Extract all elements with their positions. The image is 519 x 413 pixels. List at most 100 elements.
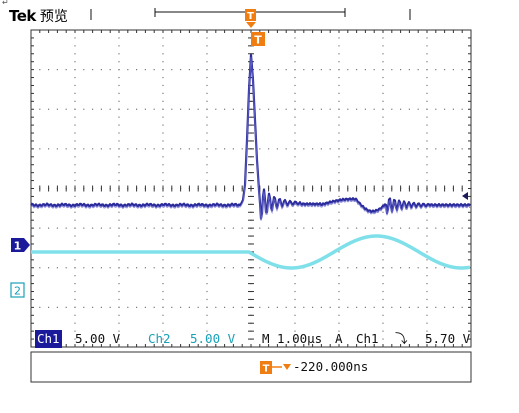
timebase[interactable]: M 1.00µs — [262, 331, 323, 346]
grid-dot — [408, 227, 410, 229]
ch2-label[interactable]: Ch2 — [148, 331, 171, 346]
trigger-point-marker[interactable]: T — [251, 32, 265, 47]
grid-dot — [162, 100, 164, 102]
grid-dot — [452, 108, 454, 110]
grid-dot — [294, 45, 296, 47]
grid-dot — [373, 148, 375, 150]
grid-dot — [312, 306, 314, 308]
grid-dot — [382, 290, 384, 293]
grid-dot — [382, 92, 384, 94]
grid-dot — [206, 148, 208, 150]
grid-dot — [206, 92, 208, 94]
grid-dot — [74, 219, 76, 221]
trigger-position-marker[interactable]: T — [245, 9, 256, 28]
grid-dot — [400, 306, 402, 308]
grid-dot — [294, 156, 296, 158]
grid-dot — [206, 84, 208, 87]
grid-dot — [162, 338, 164, 340]
grid-dot — [303, 227, 305, 229]
grid-dot — [74, 322, 76, 324]
grid-dot — [382, 108, 384, 110]
grid-dot — [232, 148, 234, 150]
grid-dot — [426, 45, 428, 47]
grid-dot — [338, 243, 340, 245]
grid-dot — [364, 69, 366, 71]
brand-label: Tek 预览 — [9, 6, 68, 26]
grid-dot — [303, 69, 305, 71]
grid-dot — [347, 108, 349, 110]
grid-dot — [338, 156, 340, 158]
grid-dot — [162, 124, 164, 126]
grid-dot — [232, 69, 234, 71]
grid-dot — [338, 259, 340, 261]
grid-dot — [206, 45, 208, 47]
grid-dot — [100, 108, 102, 110]
grid-dot — [329, 227, 331, 229]
grid-dot — [312, 148, 314, 150]
grid-dot — [74, 243, 76, 245]
ch1-label[interactable]: Ch1 — [35, 330, 62, 348]
ch2-ground-marker[interactable]: 2 — [10, 282, 25, 298]
ch1-ground-marker[interactable]: 1 — [11, 238, 30, 253]
grid-dot — [426, 108, 428, 110]
grid-dot — [39, 267, 41, 269]
grid-dot — [276, 148, 278, 150]
grid-dot — [92, 148, 94, 150]
grid-dot — [206, 164, 208, 166]
grid-dot — [294, 259, 296, 261]
grid-dot — [400, 108, 402, 110]
trigger-slope-icon: ⤵ — [395, 331, 408, 346]
grid-dot — [162, 259, 164, 261]
grid-dot — [329, 69, 331, 71]
grid-dot — [74, 306, 76, 308]
grid-dot — [118, 124, 120, 126]
grid-dot — [338, 124, 340, 126]
grid-dot — [65, 148, 67, 150]
grid-dot — [356, 306, 358, 308]
grid-dot — [153, 267, 155, 269]
grid-dot — [338, 164, 340, 166]
grid-dot — [65, 108, 67, 110]
grid-dot — [338, 140, 340, 142]
grid-dot — [162, 164, 164, 166]
grid-dot — [312, 267, 314, 269]
grid-dot — [294, 69, 296, 71]
grid-dot — [338, 219, 340, 221]
grid-dot — [417, 306, 419, 308]
grid-dot — [118, 330, 120, 332]
grid-dot — [338, 108, 340, 110]
grid-dot — [206, 156, 208, 158]
grid-dot — [294, 251, 296, 253]
grid-dot — [294, 275, 296, 277]
grid-dot — [206, 227, 208, 229]
grid-dot — [144, 69, 146, 71]
grid-dot — [162, 195, 164, 198]
grid-dot — [276, 108, 278, 110]
grid-dot — [391, 108, 393, 110]
grid-dot — [206, 69, 208, 71]
grid-dot — [136, 148, 138, 150]
grid-dot — [444, 267, 446, 269]
grid-dot — [162, 219, 164, 221]
grid-dot — [206, 140, 208, 142]
grid-dot — [294, 148, 296, 150]
grid-dot — [338, 251, 340, 253]
grid-dot — [39, 306, 41, 308]
ch2-scale: 5.00 V — [190, 331, 236, 346]
grid-dot — [144, 148, 146, 150]
grid-dot — [74, 108, 76, 110]
grid-dot — [373, 267, 375, 269]
grid-dot — [83, 69, 85, 71]
grid-dot — [382, 53, 384, 55]
grid-dot — [180, 148, 182, 150]
grid-dot — [224, 148, 226, 150]
grid-dot — [382, 76, 384, 79]
grid-dot — [162, 92, 164, 94]
grid-dot — [338, 84, 340, 87]
grid-dot — [92, 69, 94, 71]
grid-dot — [426, 306, 428, 308]
grid-dot — [74, 132, 76, 134]
grid-dot — [118, 164, 120, 166]
grid-dot — [162, 290, 164, 293]
grid-dot — [118, 148, 120, 150]
